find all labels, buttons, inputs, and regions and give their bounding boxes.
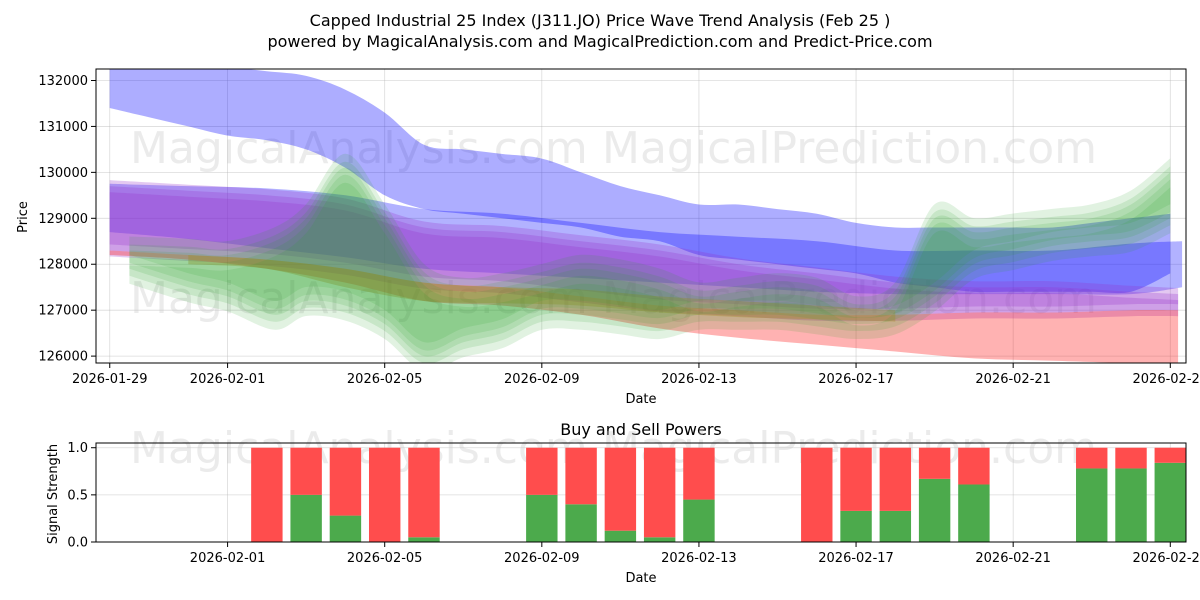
sell-bar-2026-02-19 — [918, 447, 951, 479]
sell-bar-2026-02-06 — [408, 447, 440, 538]
band-green-wave-3 — [129, 167, 1171, 357]
buy-bar-2026-02-19 — [918, 478, 951, 542]
signal-y-axis-label: Signal Strength — [46, 444, 61, 544]
figure-title-line1: Capped Industrial 25 Index (J311.JO) Pri… — [310, 11, 891, 30]
signal-x-axis-label: Date — [625, 571, 656, 586]
price-x-tick-label: 2026-02-13 — [661, 372, 737, 387]
watermark-prediction-mid: MagicalPrediction.com — [602, 273, 1097, 324]
band-purple-2 — [109, 186, 1179, 316]
buy-bar-2026-02-04 — [329, 515, 362, 542]
signal-x-tick-label: 2026-02-05 — [347, 551, 423, 566]
price-y-tick-label: 128000 — [38, 258, 88, 273]
band-green-wave-2 — [129, 161, 1171, 351]
price-x-ticks: 2026-01-29 2026-02-01 2026-02-05 2026-02-09… — [72, 363, 1200, 387]
signal-chart: Buy and Sell Powers MagicalAnalysis.com … — [46, 420, 1200, 586]
signal-x-tick-label: 2026-02-13 — [661, 551, 737, 566]
price-y-tick-label: 131000 — [38, 120, 88, 135]
signal-watermarks: MagicalAnalysis.com MagicalPrediction.co… — [130, 423, 1097, 474]
price-y-tick-label: 127000 — [38, 304, 88, 319]
price-watermarks: MagicalAnalysis.com MagicalPrediction.co… — [130, 123, 1097, 324]
signal-x-ticks: 2026-02-01 2026-02-05 2026-02-09 2026-02-13… — [190, 542, 1200, 566]
buy-bar-2026-02-13 — [683, 499, 715, 542]
sell-bar-2026-02-05 — [368, 447, 401, 542]
band-blue-mid — [109, 183, 1183, 295]
buy-bar-2026-02-24 — [1115, 468, 1147, 542]
sell-bar-2026-02-16 — [801, 447, 833, 542]
sell-bar-2026-02-04 — [329, 447, 362, 516]
signal-x-tick-label: 2026-02-01 — [190, 551, 266, 566]
signal-bars — [251, 447, 1186, 542]
price-x-tick-label: 2026-02-01 — [190, 372, 266, 387]
band-green-wave-5 — [129, 182, 1171, 363]
sell-bar-2026-02-23 — [1076, 447, 1108, 469]
buy-bar-2026-02-10 — [565, 504, 597, 542]
buy-bar-2026-02-12 — [643, 537, 676, 542]
price-x-tick-label: 2026-02-09 — [504, 372, 580, 387]
signal-y-tick-label: 0.5 — [67, 488, 88, 503]
sell-bar-2026-02-17 — [840, 447, 872, 511]
price-y-tick-label: 129000 — [38, 212, 88, 227]
buy-bar-2026-02-25 — [1154, 462, 1186, 542]
sell-bar-2026-02-10 — [565, 447, 597, 505]
buy-bar-2026-02-06 — [408, 537, 440, 542]
buy-bar-2026-02-18 — [879, 510, 912, 542]
signal-y-tick-label: 0.0 — [67, 536, 88, 551]
sell-bar-2026-02-25 — [1154, 447, 1186, 463]
buy-bar-2026-02-03 — [290, 494, 322, 542]
price-y-tick-label: 132000 — [38, 74, 88, 89]
sell-bar-2026-02-09 — [526, 447, 558, 495]
band-red — [109, 250, 1179, 363]
price-y-axis-label: Price — [16, 201, 31, 233]
band-purple-3 — [109, 192, 1179, 322]
signal-chart-title: Buy and Sell Powers — [560, 420, 722, 439]
signal-x-tick-label: 2026-02-21 — [975, 551, 1051, 566]
price-chart: MagicalAnalysis.com MagicalPrediction.co… — [16, 68, 1200, 407]
price-y-tick-label: 126000 — [38, 350, 88, 365]
price-y-tick-label: 130000 — [38, 166, 88, 181]
signal-x-tick-label: 2026-02-17 — [818, 551, 894, 566]
sell-bar-2026-02-12 — [643, 447, 676, 538]
band-blue-upper — [109, 69, 1171, 294]
sell-bar-2026-02-24 — [1115, 447, 1147, 469]
sell-bar-2026-02-03 — [290, 447, 322, 495]
signal-x-tick-label: 2026-02-09 — [504, 551, 580, 566]
figure-title-line2: powered by MagicalAnalysis.com and Magic… — [267, 32, 932, 51]
sell-bar-2026-02-02 — [251, 447, 283, 542]
band-green-wave-1 — [129, 153, 1171, 343]
sell-bar-2026-02-20 — [958, 447, 990, 485]
price-bands — [109, 69, 1183, 363]
price-x-tick-label: 2026-02-25 — [1133, 372, 1200, 387]
signal-y-ticks: 0.0 0.5 1.0 — [67, 441, 96, 551]
price-x-axis-label: Date — [625, 392, 656, 407]
buy-bar-2026-02-11 — [604, 530, 637, 542]
band-purple-1 — [109, 180, 1179, 310]
buy-bar-2026-02-20 — [958, 484, 990, 542]
price-axes-frame — [95, 68, 1187, 364]
signal-axes-frame — [95, 442, 1187, 543]
price-x-tick-label: 2026-01-29 — [72, 372, 148, 387]
price-x-tick-label: 2026-02-17 — [818, 372, 894, 387]
buy-bar-2026-02-09 — [526, 494, 558, 542]
band-green-wave-4 — [129, 174, 1171, 363]
sell-bar-2026-02-18 — [879, 447, 912, 511]
price-x-tick-label: 2026-02-05 — [347, 372, 423, 387]
watermark-analysis-mid: MagicalAnalysis.com — [130, 273, 588, 324]
sell-bar-2026-02-13 — [683, 447, 715, 500]
buy-bar-2026-02-23 — [1076, 468, 1108, 542]
sell-bar-2026-02-11 — [604, 447, 637, 531]
buy-bar-2026-02-17 — [840, 510, 872, 542]
signal-y-tick-label: 1.0 — [67, 441, 88, 456]
watermark-analysis-top: MagicalAnalysis.com — [130, 123, 588, 174]
watermark-prediction-top: MagicalPrediction.com — [602, 123, 1097, 174]
price-grid — [96, 69, 1186, 363]
signal-x-tick-label: 2026-02-25 — [1133, 551, 1200, 566]
price-y-ticks: 126000 127000 128000 129000 130000 131000 1320… — [38, 74, 96, 365]
price-x-tick-label: 2026-02-21 — [975, 372, 1051, 387]
band-orange — [188, 255, 896, 322]
